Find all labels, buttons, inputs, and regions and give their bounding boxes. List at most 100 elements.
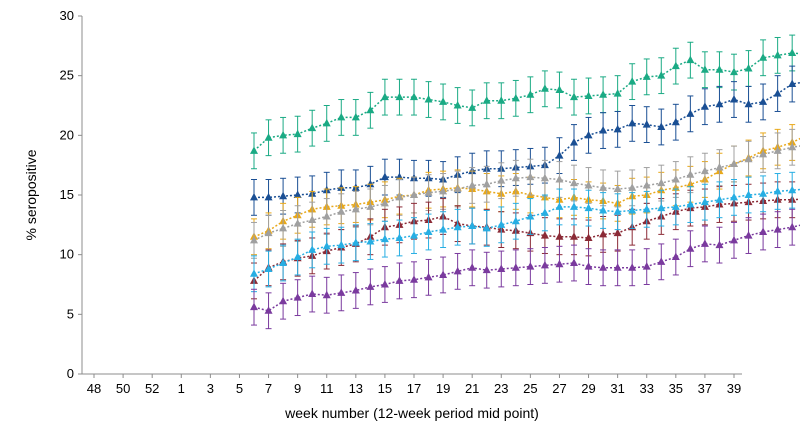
data-point — [250, 269, 258, 277]
series-4 — [250, 128, 800, 259]
series-1 — [250, 34, 800, 170]
data-point — [337, 183, 346, 191]
data-point — [657, 71, 666, 79]
data-point — [453, 101, 462, 109]
data-point — [715, 195, 724, 203]
data-point — [308, 123, 317, 132]
data-point — [570, 258, 578, 267]
data-point — [584, 91, 593, 99]
data-point — [570, 232, 578, 240]
x-tick-label: 11 — [320, 381, 334, 396]
data-point — [424, 188, 433, 196]
data-point — [337, 112, 346, 121]
data-point — [657, 122, 666, 130]
data-point — [482, 96, 491, 104]
data-point — [264, 264, 273, 272]
x-tick-label: 33 — [639, 381, 653, 396]
data-point — [584, 233, 593, 241]
data-point — [395, 92, 404, 101]
data-point — [439, 97, 448, 105]
data-point — [599, 206, 608, 214]
data-point — [599, 183, 608, 191]
data-point — [730, 95, 738, 103]
x-tick-label: 1 — [178, 381, 185, 396]
data-point — [759, 97, 768, 105]
data-point — [293, 219, 302, 227]
data-point — [700, 197, 709, 206]
data-point — [293, 190, 302, 198]
data-point — [264, 133, 273, 141]
data-point — [322, 118, 331, 127]
data-point — [308, 215, 317, 224]
data-point — [730, 235, 738, 244]
data-point — [337, 288, 346, 296]
y-tick-label: 20 — [60, 127, 74, 142]
data-point — [642, 262, 651, 270]
data-point — [788, 142, 797, 151]
data-point — [788, 222, 797, 231]
y-tick-label: 15 — [60, 187, 74, 202]
x-tick-label: 21 — [465, 381, 479, 396]
data-point — [628, 206, 637, 214]
data-point — [395, 233, 404, 241]
data-point — [366, 202, 375, 210]
data-point — [366, 237, 375, 245]
data-point — [468, 263, 477, 271]
data-point — [482, 223, 491, 232]
data-point — [250, 192, 258, 201]
data-point — [788, 48, 797, 56]
series-layer — [250, 34, 800, 330]
series-3 — [250, 124, 800, 256]
data-point — [555, 174, 564, 183]
data-point — [642, 180, 651, 189]
x-tick-label: 15 — [378, 381, 392, 396]
data-point — [686, 170, 695, 178]
data-point — [250, 235, 258, 244]
data-point — [497, 264, 506, 272]
data-point — [599, 229, 608, 238]
x-tick-label: 29 — [581, 381, 595, 396]
data-point — [380, 198, 389, 207]
data-point — [788, 79, 797, 88]
data-point — [540, 260, 549, 269]
data-point — [773, 89, 782, 97]
data-point — [773, 50, 782, 59]
data-point — [715, 240, 724, 249]
data-point — [773, 146, 782, 154]
data-point — [584, 180, 593, 189]
data-point — [424, 95, 433, 103]
data-point — [250, 146, 258, 154]
y-tick-label: 30 — [60, 8, 74, 23]
data-point — [744, 154, 753, 163]
data-point — [468, 180, 477, 189]
data-point — [715, 65, 724, 73]
data-point — [657, 178, 666, 187]
data-point — [730, 67, 738, 76]
data-point — [308, 289, 317, 298]
data-point — [439, 225, 448, 233]
data-point — [599, 263, 608, 271]
data-point — [700, 65, 709, 73]
data-point — [453, 266, 462, 275]
data-point — [773, 225, 782, 233]
data-point — [351, 238, 360, 246]
series-line — [253, 224, 800, 312]
data-point — [293, 293, 302, 301]
data-point — [395, 276, 404, 284]
data-point — [599, 126, 608, 134]
data-point — [264, 192, 273, 201]
data-point — [468, 221, 477, 230]
data-point — [453, 184, 462, 193]
data-point — [511, 93, 520, 102]
x-tick-label: 17 — [407, 381, 421, 396]
data-point — [744, 231, 753, 239]
data-point — [279, 296, 288, 305]
data-point — [380, 280, 389, 288]
y-axis-title: % seropositive — [23, 149, 39, 240]
data-point — [540, 208, 549, 216]
data-point — [293, 252, 302, 261]
data-point — [686, 109, 695, 117]
data-point — [570, 92, 578, 101]
data-point — [671, 174, 680, 183]
